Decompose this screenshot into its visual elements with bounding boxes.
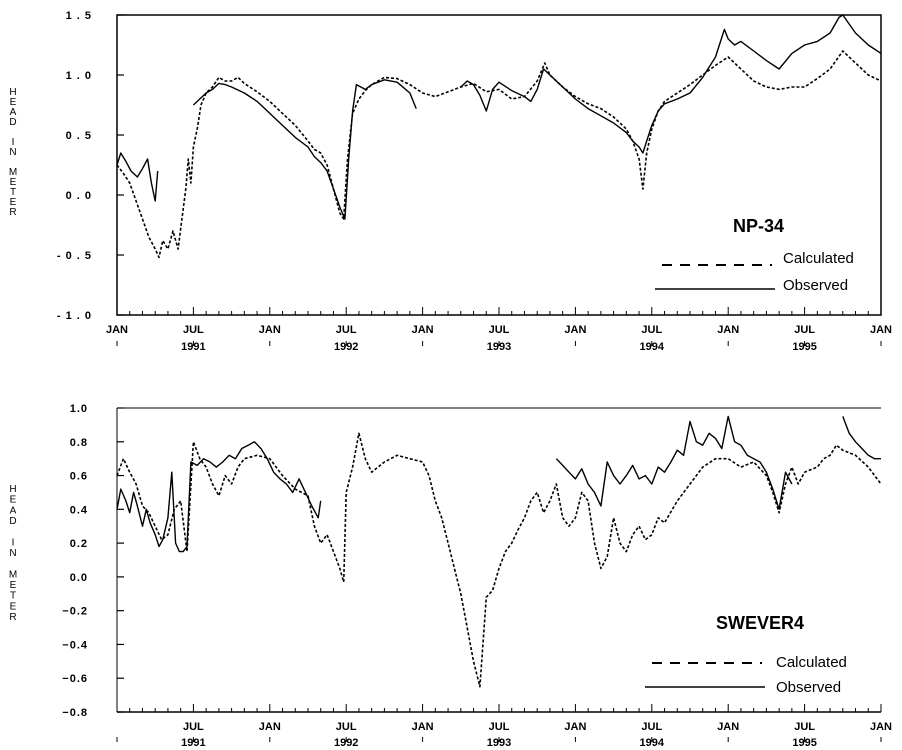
series-observed-line — [460, 14, 882, 154]
legend: Calculated Observed — [655, 250, 854, 294]
x-tick-label: JUL — [336, 721, 357, 733]
series-layer — [116, 415, 882, 688]
series-observed-line — [192, 79, 417, 220]
legend-label-observed: Observed — [776, 679, 841, 696]
y-axis-title-letter: N — [9, 147, 16, 158]
series-observed-line — [116, 152, 159, 202]
y-tick-label: 1.0 — [70, 403, 88, 415]
y-tick-label: 0 . 0 — [66, 190, 92, 202]
y-axis-title-letter: E — [10, 580, 17, 591]
y-axis-title-letter: I — [12, 537, 15, 548]
x-tick-label: JAN — [717, 721, 739, 733]
series-observed-line — [116, 441, 322, 553]
x-tick-label: JUL — [794, 721, 815, 733]
y-tick-label: −0.8 — [62, 707, 88, 719]
x-tick-label: JAN — [412, 324, 434, 336]
y-tick-label: 0.0 — [70, 572, 88, 584]
x-year-label: 1992 — [334, 737, 358, 749]
x-year-label: 1995 — [792, 341, 816, 353]
y-tick-label: 0.2 — [70, 538, 88, 550]
x-tick-label: JUL — [794, 324, 815, 336]
y-axis-title-letter: R — [9, 612, 16, 623]
x-axis: JAN JUL 1991 JAN JUL 1992 JAN JUL 1993 JAN JUL 1994… — [106, 307, 892, 353]
x-tick-label: JAN — [259, 721, 281, 733]
y-axis-title-letter: M — [9, 167, 17, 178]
y-axis-title-letter: E — [10, 97, 17, 108]
x-tick-label: JUL — [641, 324, 662, 336]
y-tick-label: 0.6 — [70, 471, 88, 483]
x-year-label: 1993 — [487, 341, 511, 353]
x-year-label: 1993 — [487, 737, 511, 749]
legend-label-observed: Observed — [783, 277, 848, 294]
x-tick-label: JAN — [564, 324, 586, 336]
x-tick-label: JUL — [489, 721, 510, 733]
y-axis-title-letter: I — [12, 137, 15, 148]
y-tick-label: - 0 . 5 — [57, 250, 92, 262]
y-tick-label: 0.4 — [70, 504, 88, 516]
y-axis-title-letter: H — [9, 484, 16, 495]
x-tick-label: JAN — [870, 324, 892, 336]
y-axis: −0.8 −0.6 −0.4 −0.2 0.0 0.2 0.4 0.6 0.8 1.0 — [62, 403, 124, 719]
series-calculated-line — [116, 432, 882, 688]
x-tick-label: JUL — [489, 324, 510, 336]
y-axis-title-letter: D — [9, 516, 16, 527]
legend: Calculated Observed — [645, 654, 847, 696]
x-tick-label: JAN — [717, 324, 739, 336]
series-observed-line — [555, 415, 793, 510]
y-axis-title-letter: A — [10, 505, 17, 516]
y-tick-label: −0.6 — [62, 673, 88, 685]
y-axis-title-letter: T — [10, 187, 16, 198]
y-axis-title-letter: T — [10, 591, 16, 602]
x-tick-label: JUL — [336, 324, 357, 336]
x-tick-label: JAN — [870, 721, 892, 733]
y-axis-title-letter: A — [10, 107, 17, 118]
y-tick-label: 1 . 0 — [66, 70, 92, 82]
y-axis-title-letter: D — [9, 117, 16, 128]
y-axis-title-letter: H — [9, 87, 16, 98]
y-axis-title-letter: E — [10, 197, 17, 208]
x-tick-label: JUL — [183, 324, 204, 336]
x-tick-label: JAN — [259, 324, 281, 336]
x-year-label: 1994 — [640, 737, 665, 749]
y-tick-label: −0.2 — [62, 606, 88, 618]
y-axis-title-letter: E — [10, 601, 17, 612]
x-year-label: 1991 — [181, 737, 205, 749]
y-axis-title-letter: E — [10, 177, 17, 188]
x-year-label: 1995 — [792, 737, 816, 749]
x-year-label: 1992 — [334, 341, 358, 353]
y-tick-label: 0 . 5 — [66, 130, 92, 142]
series-layer — [116, 14, 882, 259]
chart-title: SWEVER4 — [716, 613, 804, 633]
legend-label-calculated: Calculated — [776, 654, 847, 671]
x-year-label: 1994 — [640, 341, 665, 353]
x-tick-label: JAN — [106, 324, 128, 336]
y-axis: - 1 . 0 - 0 . 5 0 . 0 0 . 5 1 . 0 1 . 5 — [57, 10, 124, 322]
series-observed-line — [842, 416, 881, 460]
x-axis: JUL 1991 JAN JUL 1992 JAN JUL 1993 JAN JUL 1994 JAN… — [116, 704, 892, 749]
x-tick-label: JUL — [641, 721, 662, 733]
x-tick-label: JAN — [412, 721, 434, 733]
y-axis-title-letter: N — [9, 548, 16, 559]
series-calculated-line — [116, 50, 882, 259]
legend-label-calculated: Calculated — [783, 250, 854, 267]
y-axis-title-letter: M — [9, 569, 17, 580]
y-tick-label: −0.4 — [62, 639, 88, 651]
chart-title: NP-34 — [733, 216, 784, 236]
y-tick-label: - 1 . 0 — [57, 310, 92, 322]
y-tick-label: 0.8 — [70, 437, 88, 449]
y-tick-label: 1 . 5 — [66, 10, 92, 22]
x-tick-label: JAN — [564, 721, 586, 733]
x-year-label: 1991 — [181, 341, 205, 353]
y-axis-title-letter: E — [10, 495, 17, 506]
x-tick-label: JUL — [183, 721, 204, 733]
y-axis-title-letter: R — [9, 207, 16, 218]
